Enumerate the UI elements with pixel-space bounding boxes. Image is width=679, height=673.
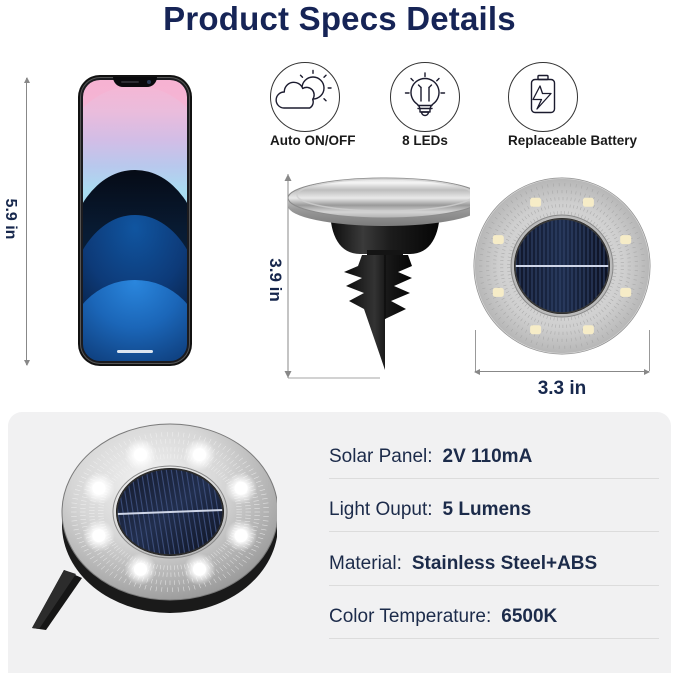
svg-text:3.9 in: 3.9 in (266, 258, 285, 301)
